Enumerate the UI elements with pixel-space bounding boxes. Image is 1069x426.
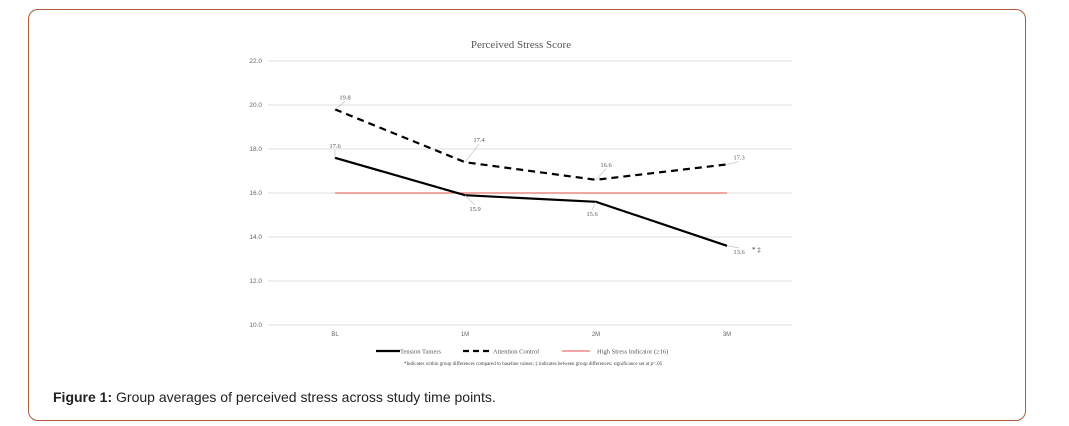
y-tick-label: 12.0	[249, 278, 262, 285]
attention-control-data-label: 17.4	[473, 137, 485, 144]
attention-control-data-label: 16.6	[600, 162, 612, 169]
legend-label-attention-control: Attention Control	[493, 349, 539, 356]
attention-control-data-label: 17.3	[733, 154, 744, 161]
y-tick-label: 18.0	[249, 146, 262, 153]
significance-annotation: * ‡	[752, 246, 761, 254]
tension-tamers-data-label: 15.6	[586, 211, 598, 218]
y-tick-label: 14.0	[249, 234, 262, 241]
caption-label: Figure 1:	[53, 389, 113, 405]
tension-tamers-data-label: 15.9	[469, 206, 480, 213]
tension-tamers-data-label: 13.6	[733, 249, 745, 256]
attention-control-leader-line	[334, 101, 346, 110]
chart-footnote: *Indicates within group differences comp…	[404, 362, 663, 367]
y-tick-label: 16.0	[249, 190, 262, 197]
attention-control-leader-line	[726, 161, 740, 165]
y-tick-label: 10.0	[249, 322, 262, 329]
series-line-attention-control	[334, 108, 728, 181]
x-tick-label: 1M	[461, 332, 469, 338]
x-tick-label: BL	[331, 332, 339, 338]
tension-tamers-leader-line	[591, 201, 597, 210]
attention-control-leader-line	[595, 168, 607, 181]
legend-label-high-stress: High Stress Indicator (≥16)	[597, 349, 668, 356]
caption-text: Group averages of perceived stress acros…	[116, 389, 496, 405]
x-tick-label: 2M	[592, 332, 600, 338]
series-line-tension-tamers	[334, 156, 728, 247]
legend-label-tension-tamers: Tension Tamers	[400, 349, 442, 356]
tension-tamers-leader-line	[464, 194, 476, 206]
x-tick-label: 3M	[723, 332, 731, 338]
figure-caption: Figure 1: Group averages of perceived st…	[53, 389, 496, 405]
y-tick-label: 20.0	[249, 102, 262, 109]
attention-control-data-label: 19.8	[339, 94, 350, 101]
attention-control-leader-line	[464, 144, 480, 163]
chart-title: Perceived Stress Score	[471, 39, 571, 51]
y-tick-label: 22.0	[249, 58, 262, 65]
tension-tamers-leader-line	[726, 245, 740, 249]
tension-tamers-data-label: 17.6	[329, 143, 341, 150]
figure-frame	[28, 9, 1026, 421]
